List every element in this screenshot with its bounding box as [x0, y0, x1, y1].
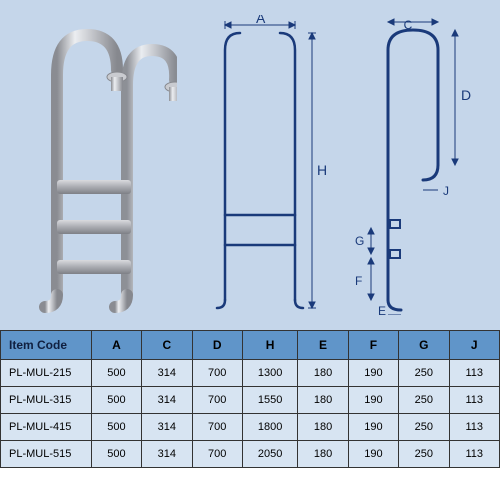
- cell-value: 250: [399, 441, 449, 468]
- cell-value: 190: [348, 414, 398, 441]
- cell-value: 250: [399, 414, 449, 441]
- cell-value: 190: [348, 360, 398, 387]
- ladder-photo: [17, 15, 177, 315]
- cell-value: 314: [142, 414, 192, 441]
- cell-value: 190: [348, 441, 398, 468]
- cell-value: 2050: [242, 441, 297, 468]
- cell-value: 700: [192, 414, 242, 441]
- cell-value: 250: [399, 387, 449, 414]
- cell-value: 314: [142, 360, 192, 387]
- cell-value: 500: [91, 360, 141, 387]
- cell-value: 250: [399, 360, 449, 387]
- dim-label-E: E: [378, 304, 386, 315]
- ladder-side-diagram: C D J G: [343, 15, 483, 315]
- spec-table: Item CodeACDHEFGJ PL-MUL-215500314700130…: [0, 330, 500, 468]
- table-row: PL-MUL-2155003147001300180190250113: [1, 360, 500, 387]
- cell-value: 700: [192, 360, 242, 387]
- table-row: PL-MUL-4155003147001800180190250113: [1, 414, 500, 441]
- cell-value: 700: [192, 387, 242, 414]
- cell-item-code: PL-MUL-215: [1, 360, 92, 387]
- col-C: C: [142, 331, 192, 360]
- col-A: A: [91, 331, 141, 360]
- cell-value: 500: [91, 441, 141, 468]
- ladder-front-diagram: A H: [190, 15, 330, 315]
- col-item-code: Item Code: [1, 331, 92, 360]
- cell-item-code: PL-MUL-515: [1, 441, 92, 468]
- dim-label-F: F: [355, 274, 362, 288]
- cell-value: 180: [298, 441, 348, 468]
- dim-label-G: G: [355, 234, 364, 248]
- cell-value: 700: [192, 441, 242, 468]
- cell-value: 113: [449, 441, 500, 468]
- col-H: H: [242, 331, 297, 360]
- cell-value: 180: [298, 387, 348, 414]
- cell-value: 180: [298, 414, 348, 441]
- table-row: PL-MUL-3155003147001550180190250113: [1, 387, 500, 414]
- cell-item-code: PL-MUL-315: [1, 387, 92, 414]
- diagram-area: A H: [0, 0, 500, 330]
- cell-value: 314: [142, 441, 192, 468]
- cell-item-code: PL-MUL-415: [1, 414, 92, 441]
- dim-label-D: D: [461, 87, 471, 103]
- cell-value: 500: [91, 387, 141, 414]
- col-E: E: [298, 331, 348, 360]
- col-G: G: [399, 331, 449, 360]
- cell-value: 1550: [242, 387, 297, 414]
- dim-label-H: H: [317, 162, 327, 178]
- dim-label-A: A: [256, 15, 266, 26]
- cell-value: 180: [298, 360, 348, 387]
- col-F: F: [348, 331, 398, 360]
- dim-label-C: C: [404, 18, 413, 32]
- cell-value: 314: [142, 387, 192, 414]
- col-J: J: [449, 331, 500, 360]
- cell-value: 500: [91, 414, 141, 441]
- table-row: PL-MUL-5155003147002050180190250113: [1, 441, 500, 468]
- cell-value: 113: [449, 414, 500, 441]
- cell-value: 190: [348, 387, 398, 414]
- cell-value: 1300: [242, 360, 297, 387]
- col-D: D: [192, 331, 242, 360]
- cell-value: 1800: [242, 414, 297, 441]
- dim-label-J: J: [443, 184, 449, 198]
- cell-value: 113: [449, 387, 500, 414]
- cell-value: 113: [449, 360, 500, 387]
